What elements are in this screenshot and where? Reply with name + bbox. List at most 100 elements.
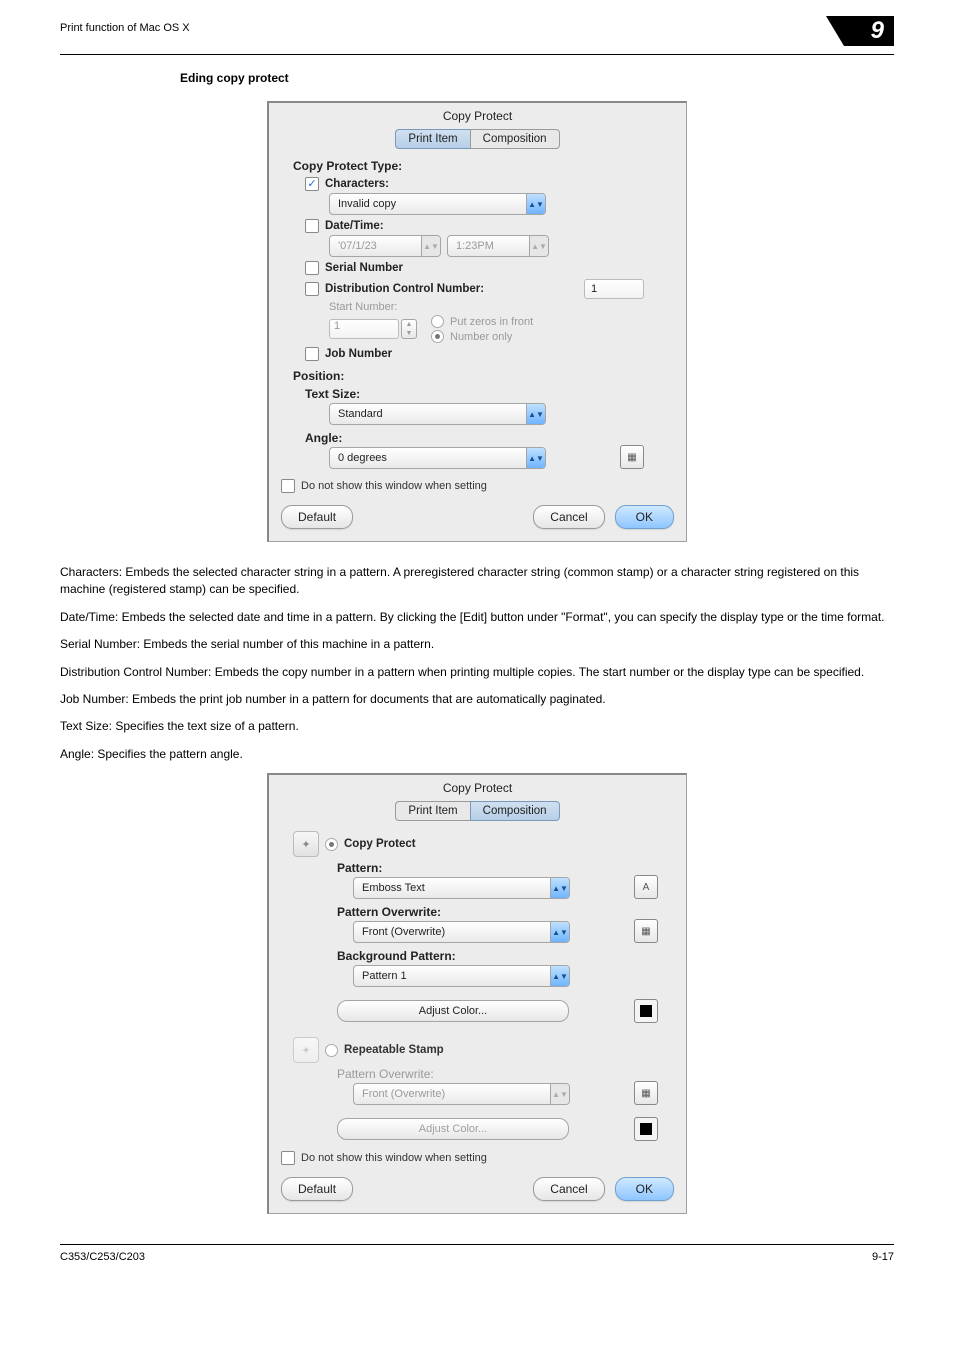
mode-icon-2: ✦ bbox=[293, 1037, 319, 1063]
pattern-value: Emboss Text bbox=[354, 882, 433, 894]
para-jobnum: Job Number: Embeds the print job number … bbox=[60, 691, 894, 708]
tab-composition-2[interactable]: Composition bbox=[470, 801, 560, 821]
select-arrows-icon: ▲▼ bbox=[526, 194, 545, 214]
startnum-label: Start Number: bbox=[329, 301, 397, 313]
para-dist: Distribution Control Number: Embeds the … bbox=[60, 664, 894, 681]
tab-composition[interactable]: Composition bbox=[470, 129, 560, 149]
default-button[interactable]: Default bbox=[281, 505, 353, 529]
opt-number-label: Number only bbox=[450, 331, 512, 343]
dialog-copy-protect-1: Copy Protect Print Item Composition Copy… bbox=[267, 101, 687, 542]
select-arrows-icon: ▲▼ bbox=[421, 236, 440, 256]
serial-label: Serial Number bbox=[325, 262, 403, 274]
dist-value: 1 bbox=[584, 279, 644, 299]
datetime-checkbox[interactable] bbox=[305, 219, 319, 233]
r-adjust-color-button: Adjust Color... bbox=[337, 1118, 569, 1140]
textsize-value: Standard bbox=[330, 408, 391, 420]
opt-zeros-label: Put zeros in front bbox=[450, 316, 533, 328]
repeatable-radio[interactable] bbox=[325, 1044, 338, 1057]
para-characters: Characters: Embeds the selected characte… bbox=[60, 564, 894, 599]
tab-print-item-2[interactable]: Print Item bbox=[395, 801, 469, 821]
opt-number-radio[interactable] bbox=[431, 330, 444, 343]
startnum-input[interactable]: 1 bbox=[329, 319, 399, 339]
select-arrows-icon: ▲▼ bbox=[526, 448, 545, 468]
characters-select[interactable]: Invalid copy ▲▼ bbox=[329, 193, 546, 215]
r-color-swatch bbox=[634, 1117, 658, 1141]
r-overwrite-label: Pattern Overwrite: bbox=[337, 1067, 634, 1081]
date-select[interactable]: '07/1/23 ▲▼ bbox=[329, 235, 441, 257]
header-left: Print function of Mac OS X bbox=[60, 22, 190, 34]
dialog2-title: Copy Protect bbox=[281, 781, 674, 795]
serial-checkbox[interactable] bbox=[305, 261, 319, 275]
ok-button[interactable]: OK bbox=[615, 505, 674, 529]
angle-preview-icon[interactable]: ▦ bbox=[620, 445, 644, 469]
dialog-copy-protect-2: Copy Protect Print Item Composition ✦ Co… bbox=[267, 773, 687, 1214]
page-footer: C353/C253/C203 9-17 bbox=[60, 1244, 894, 1263]
pattern-preview-a[interactable]: A bbox=[634, 875, 658, 899]
noshow-checkbox-2[interactable] bbox=[281, 1151, 295, 1165]
angle-label: Angle: bbox=[305, 431, 620, 445]
ok-button-2[interactable]: OK bbox=[615, 1177, 674, 1201]
overwrite-value: Front (Overwrite) bbox=[354, 926, 453, 938]
select-arrows-icon: ▲▼ bbox=[550, 966, 569, 986]
overwrite-label: Pattern Overwrite: bbox=[337, 905, 634, 919]
footer-left: C353/C253/C203 bbox=[60, 1251, 145, 1263]
angle-select[interactable]: 0 degrees ▲▼ bbox=[329, 447, 546, 469]
copyprotect-label: Copy Protect bbox=[344, 838, 416, 850]
section-title: Eding copy protect bbox=[180, 71, 894, 85]
angle-value: 0 degrees bbox=[330, 452, 395, 464]
default-button-2[interactable]: Default bbox=[281, 1177, 353, 1201]
opt-zeros-radio[interactable] bbox=[431, 315, 444, 328]
repeatable-label: Repeatable Stamp bbox=[344, 1044, 444, 1056]
characters-checkbox[interactable]: ✓ bbox=[305, 177, 319, 191]
page-header: Print function of Mac OS X 9 bbox=[60, 22, 894, 52]
bgpattern-select[interactable]: Pattern 1 ▲▼ bbox=[353, 965, 570, 987]
noshow-label-2: Do not show this window when setting bbox=[301, 1152, 487, 1164]
pattern-select[interactable]: Emboss Text ▲▼ bbox=[353, 877, 570, 899]
pattern-label: Pattern: bbox=[337, 861, 634, 875]
noshow-label: Do not show this window when setting bbox=[301, 480, 487, 492]
startnum-stepper[interactable]: ▲▼ bbox=[401, 319, 417, 339]
dialog2-tabbar: Print Item Composition bbox=[281, 801, 674, 821]
select-arrows-icon: ▲▼ bbox=[529, 236, 548, 256]
time-select[interactable]: 1:23PM ▲▼ bbox=[447, 235, 549, 257]
noshow-checkbox[interactable] bbox=[281, 479, 295, 493]
time-value: 1:23PM bbox=[448, 240, 502, 252]
date-value: '07/1/23 bbox=[330, 240, 385, 252]
color-swatch[interactable] bbox=[634, 999, 658, 1023]
select-arrows-icon: ▲▼ bbox=[550, 922, 569, 942]
dist-label: Distribution Control Number: bbox=[325, 283, 484, 295]
r-overwrite-preview[interactable]: ▦ bbox=[634, 1081, 658, 1105]
datetime-label: Date/Time: bbox=[325, 220, 384, 232]
dist-checkbox[interactable] bbox=[305, 282, 319, 296]
copyprotect-radio[interactable] bbox=[325, 838, 338, 851]
cancel-button[interactable]: Cancel bbox=[533, 505, 604, 529]
para-angle: Angle: Specifies the pattern angle. bbox=[60, 746, 894, 763]
para-serial: Serial Number: Embeds the serial number … bbox=[60, 636, 894, 653]
overwrite-preview[interactable]: ▦ bbox=[634, 919, 658, 943]
cancel-button-2[interactable]: Cancel bbox=[533, 1177, 604, 1201]
mode-icon: ✦ bbox=[293, 831, 319, 857]
footer-right: 9-17 bbox=[872, 1251, 894, 1263]
adjust-color-button[interactable]: Adjust Color... bbox=[337, 1000, 569, 1022]
bgpattern-value: Pattern 1 bbox=[354, 970, 415, 982]
para-textsize: Text Size: Specifies the text size of a … bbox=[60, 718, 894, 735]
header-page-number: 9 bbox=[844, 16, 894, 46]
bgpattern-label: Background Pattern: bbox=[337, 949, 674, 963]
position-heading: Position: bbox=[293, 369, 674, 383]
jobnum-checkbox[interactable] bbox=[305, 347, 319, 361]
dialog1-tabbar: Print Item Composition bbox=[281, 129, 674, 149]
tab-print-item[interactable]: Print Item bbox=[395, 129, 469, 149]
textsize-label: Text Size: bbox=[305, 387, 674, 401]
select-arrows-icon: ▲▼ bbox=[550, 1084, 569, 1104]
overwrite-select[interactable]: Front (Overwrite) ▲▼ bbox=[353, 921, 570, 943]
swatch-inner bbox=[640, 1123, 652, 1135]
jobnum-label: Job Number bbox=[325, 348, 392, 360]
para-datetime: Date/Time: Embeds the selected date and … bbox=[60, 609, 894, 626]
characters-label: Characters: bbox=[325, 178, 389, 190]
select-arrows-icon: ▲▼ bbox=[550, 878, 569, 898]
r-overwrite-select: Front (Overwrite) ▲▼ bbox=[353, 1083, 570, 1105]
copy-protect-type-label: Copy Protect Type: bbox=[293, 159, 674, 173]
swatch-inner bbox=[640, 1005, 652, 1017]
textsize-select[interactable]: Standard ▲▼ bbox=[329, 403, 546, 425]
characters-select-value: Invalid copy bbox=[330, 198, 404, 210]
